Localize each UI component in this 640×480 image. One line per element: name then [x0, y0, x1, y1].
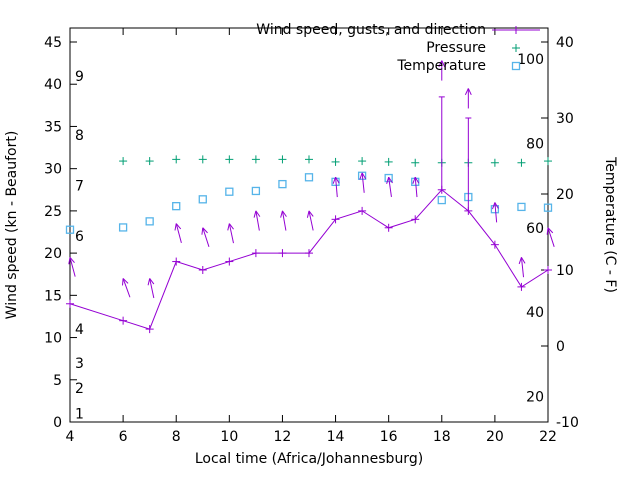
plot-layer: 4 6 8 10 12 14 16 18 20 22051015202530354045-1001… [44, 26, 579, 445]
svg-text:8: 8 [172, 429, 181, 445]
svg-text:10: 10 [556, 263, 574, 279]
svg-text:20: 20 [526, 390, 544, 406]
legend-label-wind: Wind speed, gusts, and direction [256, 22, 486, 38]
svg-text:3: 3 [75, 356, 84, 372]
svg-text:25: 25 [44, 204, 62, 220]
svg-text:10: 10 [220, 429, 238, 445]
svg-text:35: 35 [44, 119, 62, 135]
svg-text:60: 60 [526, 221, 544, 237]
series-temperature [65, 171, 553, 234]
svg-text:20: 20 [556, 187, 574, 203]
svg-text:0: 0 [556, 339, 565, 355]
svg-text:18: 18 [433, 429, 451, 445]
svg-text:16: 16 [380, 429, 398, 445]
svg-text:1: 1 [75, 407, 84, 423]
svg-text:4: 4 [75, 322, 84, 338]
series-wind-gusts [438, 96, 472, 211]
legend-label-pressure: Pressure [426, 40, 486, 56]
svg-text:22: 22 [539, 429, 557, 445]
svg-text:0: 0 [53, 415, 62, 431]
svg-text:40: 40 [556, 35, 574, 51]
y-right-axis-title: Temperature (C - F) [602, 156, 618, 293]
svg-text:5: 5 [53, 373, 62, 389]
svg-text:30: 30 [556, 111, 574, 127]
svg-text:6: 6 [75, 229, 84, 245]
svg-text:-10: -10 [556, 415, 579, 431]
series-wind-speed [66, 185, 552, 334]
svg-text:30: 30 [44, 162, 62, 178]
svg-text:20: 20 [44, 246, 62, 262]
svg-text:4: 4 [66, 429, 75, 445]
plot-border [69, 27, 549, 423]
x-axis-title: Local time (Africa/Johannesburg) [195, 451, 423, 467]
svg-text:10: 10 [44, 331, 62, 347]
series-pressure [119, 155, 552, 167]
svg-text:100: 100 [517, 52, 544, 68]
svg-text:8: 8 [75, 128, 84, 144]
svg-text:6: 6 [119, 429, 128, 445]
axis-ticks-and-labels: 4 6 8 10 12 14 16 18 20 22051015202530354045-1001… [44, 28, 579, 445]
y-left-axis-title: Wind speed (kn - Beaufort) [4, 131, 20, 320]
svg-text:40: 40 [44, 77, 62, 93]
svg-text:7: 7 [75, 179, 84, 195]
svg-text:40: 40 [526, 305, 544, 321]
svg-text:14: 14 [327, 429, 345, 445]
svg-text:15: 15 [44, 288, 62, 304]
svg-text:2: 2 [75, 381, 84, 397]
svg-text:12: 12 [274, 429, 292, 445]
svg-text:9: 9 [75, 69, 84, 85]
legend-marker-samples [492, 26, 540, 71]
svg-text:80: 80 [526, 136, 544, 152]
series-wind-direction-arrows [68, 60, 555, 299]
svg-text:45: 45 [44, 35, 62, 51]
legend-label-temperature: Temperature [396, 58, 486, 74]
svg-text:20: 20 [486, 429, 504, 445]
